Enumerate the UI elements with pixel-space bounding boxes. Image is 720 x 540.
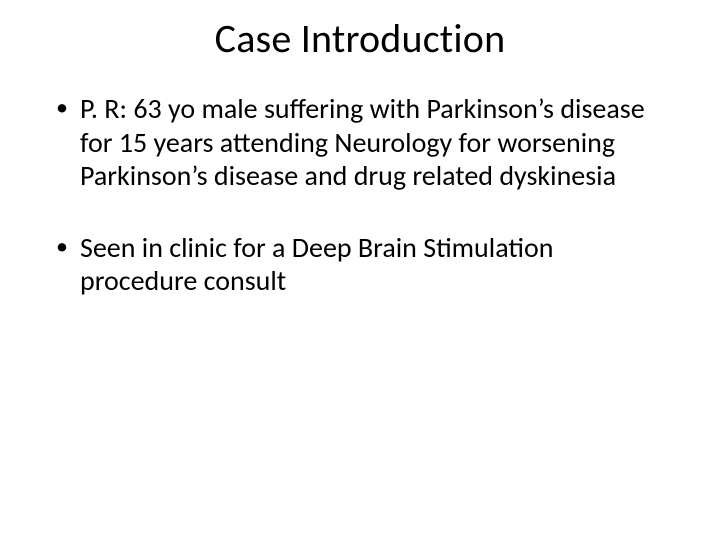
list-item: Seen in clinic for a Deep Brain Stimulat…	[54, 231, 666, 298]
bullet-list: P. R: 63 yo male suffering with Parkinso…	[54, 92, 666, 298]
slide: Case Introduction P. R: 63 yo male suffe…	[0, 0, 720, 540]
slide-title: Case Introduction	[0, 14, 720, 63]
list-item: P. R: 63 yo male suffering with Parkinso…	[54, 92, 666, 193]
slide-body: P. R: 63 yo male suffering with Parkinso…	[54, 92, 666, 298]
